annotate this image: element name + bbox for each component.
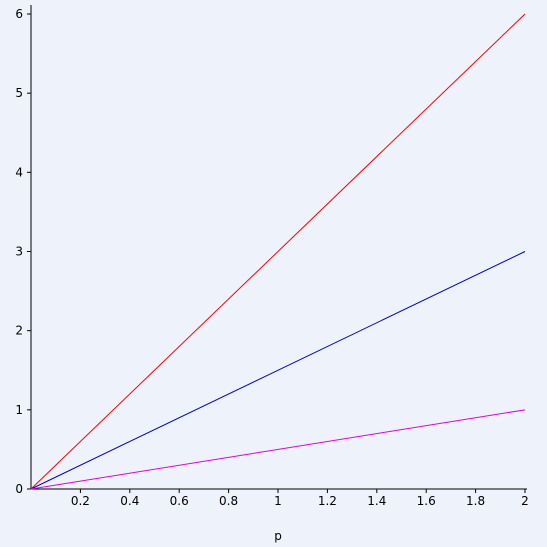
x-tick-label: 1 [274, 494, 282, 508]
y-tick-label: 5 [15, 86, 23, 100]
series-line [30, 251, 526, 490]
y-tick-label: 4 [15, 165, 23, 179]
series-line [30, 13, 526, 490]
x-tick-label: 0.2 [71, 494, 90, 508]
y-tick-label: 2 [15, 324, 23, 338]
x-tick-label: 1.4 [367, 494, 386, 508]
x-tick-label: 0.6 [170, 494, 189, 508]
x-tick-label: 0.8 [219, 494, 238, 508]
y-tick-label: 6 [15, 7, 23, 21]
y-tick-label: 3 [15, 245, 23, 259]
y-tick-label: 1 [15, 403, 23, 417]
x-tick-label: 1.2 [318, 494, 337, 508]
x-axis-label: p [274, 529, 282, 543]
series-line [30, 409, 526, 490]
x-tick-label: 0.4 [120, 494, 139, 508]
y-tick-label: 0 [15, 482, 23, 496]
x-tick-label: 2 [521, 494, 529, 508]
x-tick-label: 1.6 [417, 494, 436, 508]
x-tick-label: 1.8 [466, 494, 485, 508]
